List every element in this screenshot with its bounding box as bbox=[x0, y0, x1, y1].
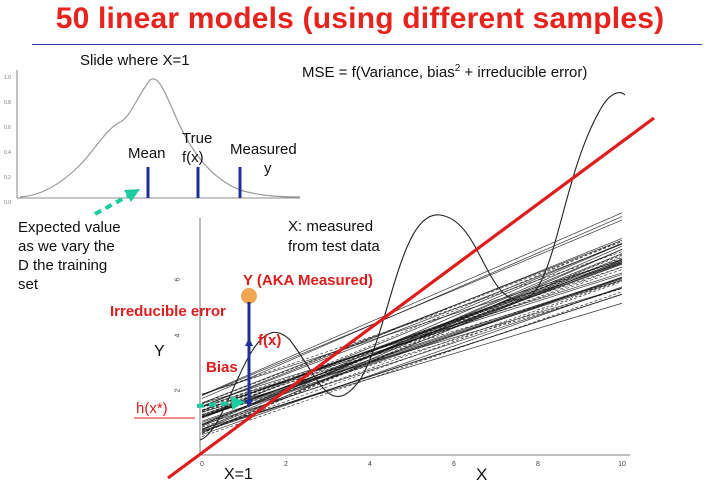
hx-label: h(x*) bbox=[136, 400, 168, 417]
model-line bbox=[201, 277, 623, 423]
mean-label: Mean bbox=[128, 145, 166, 162]
inset-y-ticks: 1.0 0.8 0.6 0.4 0.2 0.0 bbox=[4, 66, 16, 216]
average-model-line bbox=[167, 116, 655, 480]
model-line bbox=[201, 240, 623, 417]
inset-y-tick: 0.6 bbox=[4, 125, 11, 131]
model-line bbox=[201, 262, 623, 411]
expected-value-line: D the training bbox=[18, 257, 108, 274]
x-measured-note: X: measured from test data bbox=[288, 217, 380, 257]
x-equals-1-label: X=1 bbox=[224, 466, 253, 483]
expected-value-line: as we vary the bbox=[18, 238, 115, 255]
model-line bbox=[201, 212, 623, 396]
hx-arrowhead bbox=[245, 400, 253, 408]
x-measured-line: from test data bbox=[288, 238, 380, 255]
true-label: True bbox=[182, 130, 213, 147]
fx-label: f(x) bbox=[258, 332, 282, 349]
model-line bbox=[201, 280, 623, 428]
x-tick-label: 10 bbox=[618, 461, 626, 468]
inset-y-tick: 0.0 bbox=[4, 200, 11, 206]
model-line bbox=[201, 272, 623, 405]
expected-value-arrowhead bbox=[124, 189, 140, 202]
model-line bbox=[201, 258, 623, 411]
expected-value-line: set bbox=[18, 276, 39, 293]
title-divider bbox=[32, 44, 702, 45]
model-line bbox=[201, 239, 623, 404]
measured-label: Measured bbox=[230, 141, 297, 158]
model-line bbox=[201, 243, 623, 426]
inset-plot bbox=[16, 70, 301, 199]
x-tick-label: 6 bbox=[452, 461, 456, 468]
main-plot-frame bbox=[199, 218, 630, 456]
fx-arrowhead bbox=[245, 338, 253, 346]
inset-y-tick: 0.2 bbox=[4, 175, 11, 181]
model-line bbox=[201, 219, 623, 396]
model-line bbox=[201, 279, 623, 418]
model-line bbox=[201, 266, 623, 408]
inset-distribution-curve bbox=[19, 78, 301, 198]
mse-formula-superscript: 2 bbox=[454, 63, 461, 74]
inset-y-tick: 0.4 bbox=[4, 150, 11, 156]
y-tick-label: 6 bbox=[174, 277, 182, 282]
model-line bbox=[201, 276, 623, 422]
hx-pointer-arrow bbox=[196, 401, 233, 408]
slide-title: 50 linear models (using different sample… bbox=[55, 2, 665, 35]
expected-value-note: Expected value as we vary the D the trai… bbox=[18, 218, 121, 294]
true-fx-label: f(x) bbox=[182, 149, 204, 166]
model-line bbox=[201, 263, 623, 418]
model-line bbox=[201, 254, 623, 426]
model-line bbox=[201, 242, 623, 418]
x-axis-title: X bbox=[476, 465, 488, 484]
x-tick-label: 4 bbox=[368, 461, 372, 468]
expected-value-arrow bbox=[94, 194, 129, 216]
x-tick-label: 2 bbox=[284, 461, 288, 468]
model-line bbox=[201, 259, 623, 395]
measured-y-label: y bbox=[264, 160, 272, 177]
model-line bbox=[201, 251, 623, 395]
true-function-curve bbox=[199, 92, 626, 441]
model-line bbox=[201, 288, 623, 418]
x-tick-label: 0 bbox=[200, 461, 204, 468]
hx-pointer-arrowhead bbox=[231, 396, 245, 410]
model-line bbox=[201, 294, 623, 432]
expected-value-line: Expected value bbox=[18, 219, 121, 236]
y-measured-label: Y (AKA Measured) bbox=[243, 272, 374, 289]
mse-formula: MSE = f(Variance, bias2 + irreducible er… bbox=[302, 60, 587, 82]
model-line bbox=[201, 266, 623, 418]
x-tick-label: 8 bbox=[536, 461, 540, 468]
measured-point bbox=[241, 288, 257, 304]
mse-formula-text: MSE = f(Variance, bias bbox=[302, 64, 455, 81]
inset-y-tick: 1.0 bbox=[4, 75, 11, 81]
model-lines bbox=[201, 212, 623, 437]
irreducible-error-label: Irreducible error bbox=[110, 303, 226, 320]
y-tick-label: 2 bbox=[174, 388, 182, 393]
model-line bbox=[201, 238, 623, 407]
bias-label: Bias bbox=[206, 359, 238, 376]
model-line bbox=[201, 291, 623, 437]
inset-title: Slide where X=1 bbox=[80, 52, 190, 69]
y-tick-label: 4 bbox=[174, 333, 182, 337]
model-line bbox=[201, 286, 623, 436]
model-line bbox=[201, 243, 623, 407]
x-measured-line: X: measured bbox=[288, 218, 374, 235]
mse-formula-rest: + irreducible error) bbox=[460, 64, 588, 81]
inset-y-tick: 0.8 bbox=[4, 100, 11, 106]
y-axis-title: Y bbox=[154, 343, 165, 360]
